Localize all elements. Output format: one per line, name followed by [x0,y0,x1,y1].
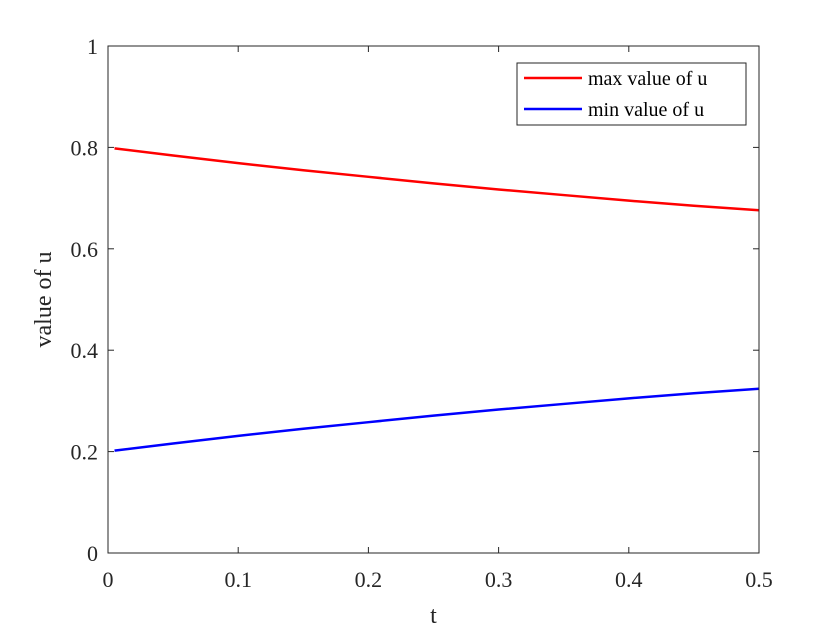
x-tick-label: 0.2 [355,567,383,592]
y-tick-label: 0.2 [71,440,99,465]
legend: max value of u min value of u [516,62,747,126]
x-tick-label: 0.3 [485,567,513,592]
x-axis-ticks: 0 0.1 0.2 0.3 0.4 0.5 [103,46,773,592]
y-tick-label: 0 [87,541,98,566]
y-axis-label: value of u [31,252,57,348]
legend-label-min: min value of u [588,99,704,121]
x-axis-label: t [430,603,437,629]
axes-box [107,45,760,554]
series-layer [114,147,760,452]
y-tick-label: 0.8 [71,135,99,160]
x-tick-label: 0.4 [615,567,643,592]
y-tick-label: 0.4 [71,338,99,363]
legend-label-max: max value of u [588,68,707,90]
series-line-min-value [114,387,760,452]
plot-area [108,46,759,553]
x-tick-label: 0.1 [224,567,252,592]
x-tick-label: 0.5 [745,567,773,592]
legend-box [516,62,747,126]
x-tick-label: 0 [103,567,114,592]
y-tick-label: 1 [87,34,98,59]
y-tick-label: 0.6 [71,237,99,262]
y-axis-ticks: 0 0.2 0.4 0.6 0.8 1 [71,34,759,566]
series-line-max-value [114,147,760,212]
